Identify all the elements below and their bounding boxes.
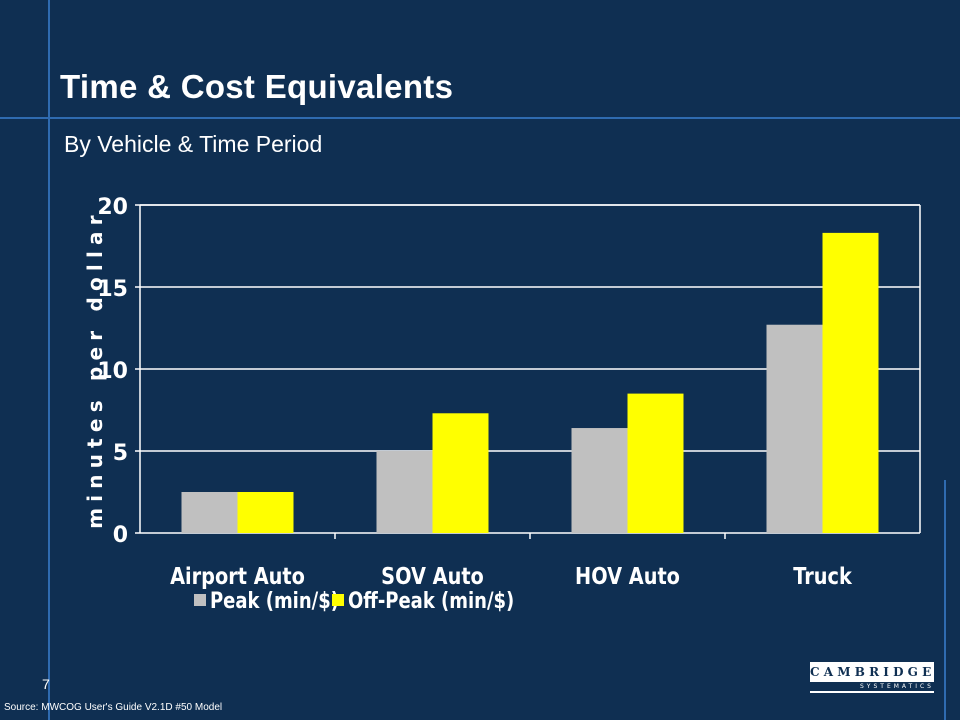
title-underline	[0, 117, 960, 119]
x-tick-label: Airport Auto	[170, 563, 305, 590]
source-note: Source: MWCOG User's Guide V2.1D #50 Mod…	[4, 702, 223, 713]
page-number: 7	[42, 676, 50, 692]
x-tick-label: SOV Auto	[381, 563, 484, 590]
logo-wordmark: CAMBRIDGE	[810, 662, 934, 682]
bar	[627, 393, 684, 533]
y-tick-label: 0	[113, 523, 128, 548]
company-logo: CAMBRIDGE SYSTEMATICS	[810, 662, 934, 694]
bar	[766, 324, 823, 533]
y-tick-label: 10	[97, 359, 128, 384]
bar	[571, 428, 628, 533]
y-axis-label: minutes per dollar	[83, 209, 107, 529]
x-tick-label: HOV Auto	[575, 563, 680, 590]
y-tick-label: 5	[113, 441, 128, 466]
legend-label: Off-Peak (min/$)	[348, 587, 514, 613]
bar	[376, 451, 433, 533]
bar	[181, 492, 238, 533]
bar	[237, 492, 294, 533]
page-title: Time & Cost Equivalents	[60, 68, 454, 105]
bar	[822, 232, 879, 533]
left-accent-line	[48, 0, 50, 720]
bar	[432, 413, 489, 533]
y-tick-label: 20	[97, 195, 128, 220]
legend-swatch	[332, 594, 344, 606]
legend-label: Peak (min/$)	[210, 587, 339, 613]
logo-subtext: SYSTEMATICS	[810, 682, 934, 693]
x-tick-label: Truck	[793, 563, 852, 590]
legend-swatch	[194, 594, 206, 606]
page-subtitle: By Vehicle & Time Period	[64, 131, 323, 157]
right-accent-line	[944, 480, 946, 720]
y-tick-label: 15	[97, 277, 128, 302]
